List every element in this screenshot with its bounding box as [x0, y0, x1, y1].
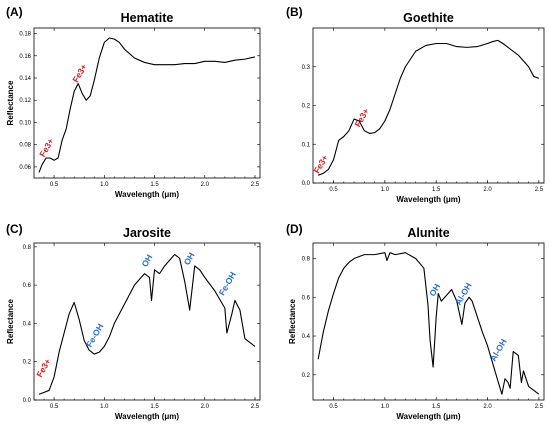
y-tick-label: 0.2 [302, 104, 311, 110]
x-tick-label: 1.5 [432, 404, 441, 410]
y-tick-label: 0.0 [302, 181, 311, 187]
absorption-annotation: OH [182, 251, 197, 267]
panel-label: (A) [6, 5, 23, 19]
y-tick-label: 0.14 [19, 76, 31, 82]
y-tick-label: 0.08 [19, 143, 31, 149]
chart-title: Hematite [121, 11, 174, 25]
chart-title: Goethite [403, 11, 454, 25]
x-tick-label: 0.5 [329, 187, 338, 193]
x-axis-label: Wavelength (μm) [115, 412, 179, 421]
chart-title: Jarosite [123, 226, 171, 240]
panel-jarosite: (C) Jarosite 0.5 1.0 1.5 2.0 2.5 0.0 0.2 0.4 0.6 0.… [6, 222, 261, 421]
y-tick-label: 0.2 [23, 360, 32, 366]
absorption-annotation: Al-OH [453, 281, 474, 307]
x-tick-label: 2.0 [483, 187, 492, 193]
panel-label: (D) [286, 222, 303, 236]
x-tick-label: 2.0 [201, 404, 210, 410]
y-tick-label: 0.6 [302, 295, 311, 301]
y-tick-label: 0.18 [19, 32, 31, 38]
x-axis-label: Wavelength (μm) [396, 412, 460, 421]
x-tick-label: 2.5 [251, 182, 260, 188]
x-tick-label: 1.5 [150, 404, 159, 410]
absorption-annotation: Al-OH [488, 337, 509, 363]
x-tick-label: 2.5 [535, 404, 544, 410]
panel-label: (B) [286, 5, 303, 19]
y-axis-label: Reflectance [6, 80, 15, 125]
x-tick-label: 2.0 [201, 182, 210, 188]
y-tick-label: 0.6 [23, 283, 32, 289]
panel-hematite: (A) Hematite 0.5 1.0 1.5 2.0 2.5 0.06 0.08 0.10 0.… [6, 5, 261, 199]
y-tick-label: 0.1 [302, 142, 311, 148]
y-axis-label: Reflectance [288, 299, 297, 344]
y-tick-label: 0.3 [302, 65, 311, 71]
absorption-annotation: Fe3+ [34, 357, 52, 379]
x-tick-label: 0.5 [50, 182, 59, 188]
absorption-annotation: Fe3+ [37, 137, 55, 159]
plot-frame [33, 27, 261, 179]
chart-title: Alunite [407, 226, 449, 240]
plot-frame [312, 27, 545, 184]
panel-alunite: (D) Alunite 0.5 1.0 1.5 2.0 2.5 0.2 0.4 0.6 0.8 Wav… [286, 222, 545, 421]
panel-label: (C) [6, 222, 23, 236]
y-tick-label: 0.0 [23, 398, 32, 404]
y-tick-label: 0.12 [19, 98, 31, 104]
x-tick-label: 0.5 [329, 404, 338, 410]
absorption-annotation: OH [427, 282, 442, 298]
x-tick-label: 2.0 [483, 404, 492, 410]
x-tick-label: 1.0 [381, 404, 390, 410]
y-tick-label: 0.8 [302, 257, 311, 263]
spectrum-line [317, 252, 540, 395]
x-axis-label: Wavelength (μm) [115, 190, 179, 199]
panel-goethite: (B) Goethite 0.5 1.0 1.5 2.0 2.5 0.0 0.1 0.2 0.3 Wa… [286, 5, 545, 204]
absorption-annotation: Fe3+ [311, 153, 329, 175]
x-tick-label: 2.5 [251, 404, 260, 410]
y-tick-label: 0.06 [19, 165, 31, 171]
x-axis-label: Wavelength (μm) [396, 195, 460, 204]
y-tick-label: 0.16 [19, 54, 31, 60]
y-tick-label: 0.8 [23, 245, 32, 251]
absorption-annotation: OH [139, 253, 154, 269]
spectrum-line [38, 253, 256, 395]
x-tick-label: 1.0 [100, 182, 109, 188]
x-tick-label: 1.0 [381, 187, 390, 193]
y-tick-label: 0.2 [302, 373, 311, 379]
x-tick-label: 0.5 [50, 404, 59, 410]
plot-frame [33, 242, 261, 401]
spectrum-line [38, 37, 256, 173]
x-tick-label: 1.5 [150, 182, 159, 188]
absorption-annotation: Fe3+ [352, 107, 370, 129]
y-tick-label: 0.4 [302, 334, 311, 340]
x-tick-label: 1.0 [100, 404, 109, 410]
plot-frame [312, 242, 545, 401]
x-tick-label: 2.5 [535, 187, 544, 193]
absorption-annotation: Fe-OH [84, 322, 105, 349]
x-tick-label: 1.5 [432, 187, 441, 193]
spectrum-line [317, 39, 540, 176]
y-axis-label: Reflectance [6, 299, 15, 344]
absorption-annotation: Fe3+ [70, 62, 88, 84]
y-tick-label: 0.4 [23, 321, 32, 327]
y-tick-label: 0.10 [19, 120, 31, 126]
absorption-annotation: Fe-OH [217, 270, 238, 297]
